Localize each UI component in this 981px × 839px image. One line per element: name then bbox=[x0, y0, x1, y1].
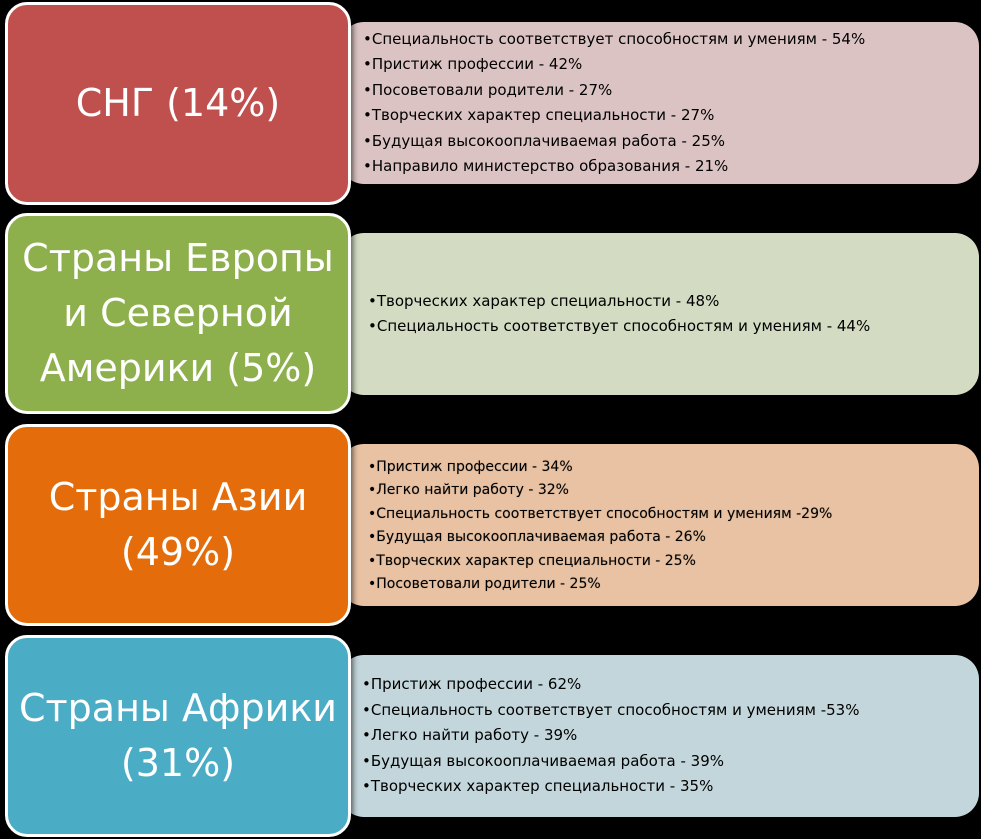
list-item: •Легко найти работу - 39% bbox=[362, 726, 578, 745]
list-item: •Творческих характер специальности - 35% bbox=[362, 777, 714, 796]
list-item: •Специальность соответствует способностя… bbox=[368, 317, 871, 335]
africa-detail-box: •Пристиж профессии - 62% •Специальность … bbox=[340, 655, 979, 817]
list-item: •Творческих характер специальности - 48% bbox=[368, 291, 720, 310]
europe-label-box: Страны Европы и Северной Америки (5%) bbox=[5, 213, 351, 414]
list-item: •Направило министерство образования - 21… bbox=[363, 157, 729, 175]
asia-detail-box: •Пристиж профессии - 34% •Легко найти ра… bbox=[340, 444, 979, 606]
list-item: •Пристиж профессии - 62% bbox=[362, 675, 582, 694]
list-item: •Легко найти работу - 32% bbox=[368, 482, 569, 498]
europe-detail-box: •Творческих характер специальности - 48%… bbox=[340, 233, 979, 395]
asia-label-box: Страны Азии (49%) bbox=[5, 424, 351, 626]
europe-reasons-list: •Творческих характер специальности - 48%… bbox=[368, 289, 979, 340]
cis-label-box: СНГ (14%) bbox=[5, 2, 351, 205]
list-item: •Посоветовали родители - 25% bbox=[368, 576, 601, 592]
africa-label-box: Страны Африки (31%) bbox=[5, 635, 351, 837]
list-item: •Творческих характер специальности - 27% bbox=[363, 106, 715, 124]
list-item: •Будущая высокооплачиваемая работа - 26% bbox=[368, 529, 706, 545]
list-item: •Будущая высокооплачиваемая работа - 39% bbox=[362, 751, 725, 770]
africa-reasons-list: •Пристиж профессии - 62% •Специальность … bbox=[362, 672, 979, 800]
list-item: •Специальность соответствует способностя… bbox=[362, 700, 860, 719]
asia-reasons-list: •Пристиж профессии - 34% •Легко найти ра… bbox=[368, 456, 979, 597]
list-item: •Специальность соответствует способностя… bbox=[363, 29, 866, 48]
cis-label: СНГ (14%) bbox=[75, 81, 281, 125]
europe-label: Страны Европы и Северной Америки (5%) bbox=[22, 236, 334, 390]
list-item: •Специальность соответствует способностя… bbox=[368, 505, 833, 522]
cis-detail-box: •Специальность соответствует способностя… bbox=[340, 22, 979, 184]
list-item: •Пристиж профессии - 34% bbox=[368, 458, 573, 475]
list-item: •Творческих характер специальности - 25% bbox=[368, 552, 696, 569]
africa-label: Страны Африки (31%) bbox=[19, 686, 337, 785]
list-item: •Посоветовали родители - 27% bbox=[363, 80, 613, 99]
asia-label: Страны Азии (49%) bbox=[48, 475, 308, 574]
list-item: •Будущая высокооплачиваемая работа - 25% bbox=[363, 131, 726, 150]
list-item: •Пристиж профессии - 42% bbox=[363, 55, 583, 73]
cis-reasons-list: •Специальность соответствует способностя… bbox=[363, 27, 979, 180]
